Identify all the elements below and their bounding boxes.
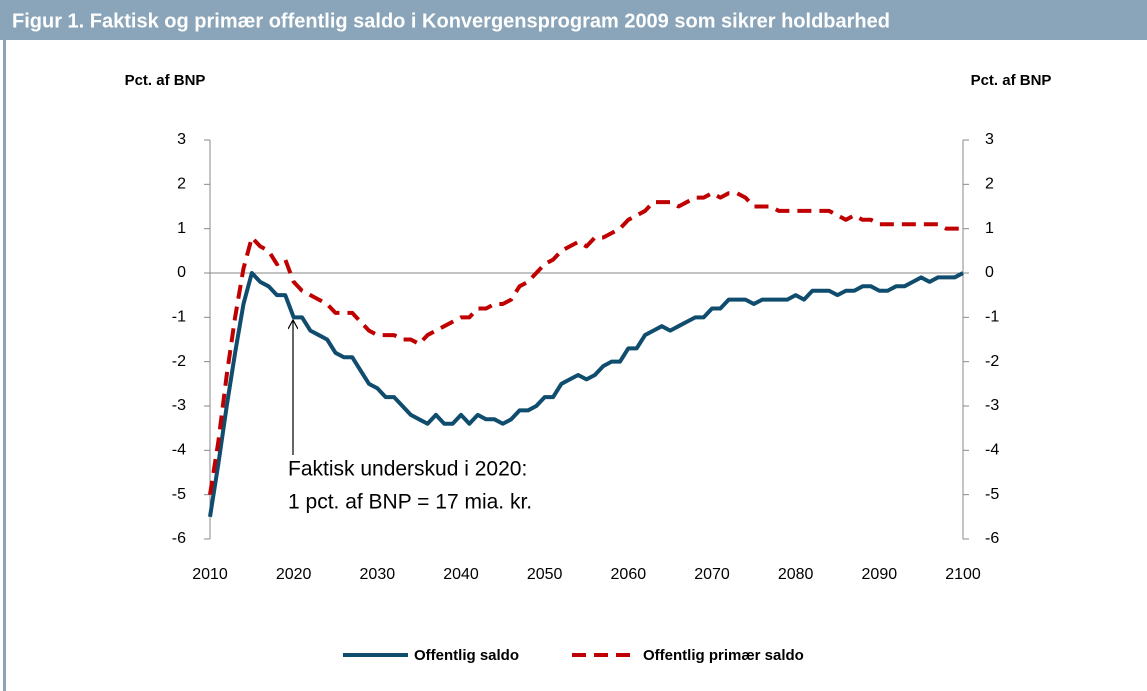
y-tick-label: -5	[172, 486, 186, 503]
series-line	[208, 271, 964, 518]
y-tick-label: -1	[172, 309, 186, 326]
x-tick-label: 2080	[778, 566, 814, 583]
x-tick-label: 2010	[192, 566, 228, 583]
x-tick-label: 2020	[276, 566, 312, 583]
header-bar	[0, 0, 1147, 40]
y2-axis-label: Pct. af BNP	[971, 72, 1052, 89]
x-tick-label: 2070	[694, 566, 730, 583]
legend-label: Offentlig primær saldo	[643, 647, 804, 664]
y2-tick-label: -4	[985, 442, 999, 459]
y2-tick-label: -6	[985, 530, 999, 547]
y2-tick-label: -3	[985, 397, 999, 414]
legend-label: Offentlig saldo	[414, 647, 519, 664]
series-line	[208, 191, 963, 495]
y-axis-label: Pct. af BNP	[125, 72, 206, 89]
y2-tick-label: 1	[985, 220, 994, 237]
y-tick-label: -4	[172, 442, 186, 459]
y2-tick-label: 2	[985, 176, 994, 193]
x-tick-label: 2030	[360, 566, 396, 583]
y-tick-label: 0	[177, 264, 186, 281]
x-tick-label: 2100	[945, 566, 981, 583]
y-tick-label: 2	[177, 176, 186, 193]
x-tick-label: 2060	[611, 566, 647, 583]
y2-tick-label: -2	[985, 353, 999, 370]
y2-tick-label: 3	[985, 131, 994, 148]
annotation: Faktisk underskud i 2020:	[288, 458, 527, 481]
y2-tick-label: -1	[985, 309, 999, 326]
y2-tick-label: 0	[985, 264, 994, 281]
x-tick-label: 2090	[862, 566, 898, 583]
left-border	[3, 40, 6, 691]
y-tick-label: -3	[172, 397, 186, 414]
y-tick-label: 1	[177, 220, 186, 237]
y-tick-label: -6	[172, 530, 186, 547]
x-tick-label: 2050	[527, 566, 563, 583]
annotation: 1 pct. af BNP = 17 mia. kr.	[288, 491, 532, 514]
y-tick-label: 3	[177, 131, 186, 148]
y-tick-label: -2	[172, 353, 186, 370]
x-tick-label: 2040	[443, 566, 479, 583]
chart-title: Figur 1. Faktisk og primær offentlig sal…	[12, 10, 890, 32]
y2-tick-label: -5	[985, 486, 999, 503]
